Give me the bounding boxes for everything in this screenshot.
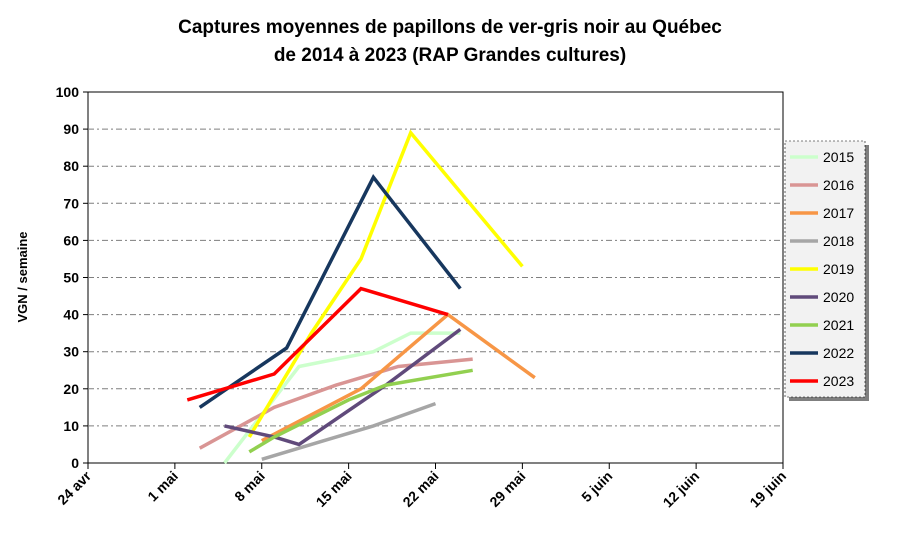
legend-label-2015: 2015 — [823, 149, 854, 165]
y-tick-label: 90 — [63, 121, 79, 137]
y-tick-label: 100 — [56, 84, 80, 100]
series-lines — [186, 129, 536, 465]
legend-label-2018: 2018 — [823, 233, 854, 249]
y-axis-ticks: 0 10 20 30 40 50 60 70 80 90 100 — [56, 84, 88, 471]
legend-label-2019: 2019 — [823, 261, 854, 277]
series-line-2016 — [198, 357, 473, 450]
series-line-2019 — [247, 129, 524, 438]
x-tick-label: 29 mai — [486, 468, 528, 510]
y-tick-label: 80 — [63, 158, 79, 174]
y-tick-label: 40 — [63, 307, 79, 323]
legend-label-2020: 2020 — [823, 289, 854, 305]
y-tick-label: 0 — [71, 455, 79, 471]
x-tick-label: 19 juin — [746, 468, 789, 511]
x-tick-label: 1 mai — [144, 468, 181, 505]
series-line-2018 — [261, 401, 437, 461]
series-line-2020 — [224, 327, 462, 447]
y-tick-label: 60 — [63, 232, 79, 248]
chart-title-line-1: Captures moyennes de papillons de ver-gr… — [178, 17, 722, 38]
legend: 2015 2016 2017 2018 2019 2020 2021 2022 2023 — [784, 140, 869, 401]
legend-label-2016: 2016 — [823, 177, 854, 193]
x-axis-ticks: 24 avr 1 mai 8 mai 15 mai 22 mai 29 mai 5 juin… — [54, 463, 789, 510]
series-line-2021 — [248, 368, 473, 454]
series-line-2022 — [198, 174, 462, 409]
legend-label-2022: 2022 — [823, 345, 854, 361]
grid-lines — [88, 128, 783, 427]
x-tick-label: 15 mai — [313, 468, 355, 510]
y-tick-label: 10 — [63, 418, 79, 434]
y-tick-label: 50 — [63, 270, 79, 286]
x-tick-label: 5 juin — [578, 468, 615, 505]
x-tick-label: 24 avr — [54, 467, 94, 507]
legend-label-2023: 2023 — [823, 373, 854, 389]
x-tick-label: 8 mai — [231, 468, 268, 505]
y-tick-label: 30 — [63, 344, 79, 360]
series-line-2017 — [260, 312, 536, 443]
series-line-2023 — [186, 286, 449, 402]
y-tick-label: 70 — [63, 195, 79, 211]
y-tick-label: 20 — [63, 381, 79, 397]
chart-title-line-2: de 2014 à 2023 (RAP Grandes cultures) — [274, 45, 626, 66]
x-tick-label: 22 mai — [399, 468, 441, 510]
y-axis-label: VGN / semaine — [15, 231, 30, 322]
legend-label-2017: 2017 — [823, 205, 854, 221]
x-tick-label: 12 juin — [660, 468, 703, 511]
legend-label-2021: 2021 — [823, 317, 854, 333]
